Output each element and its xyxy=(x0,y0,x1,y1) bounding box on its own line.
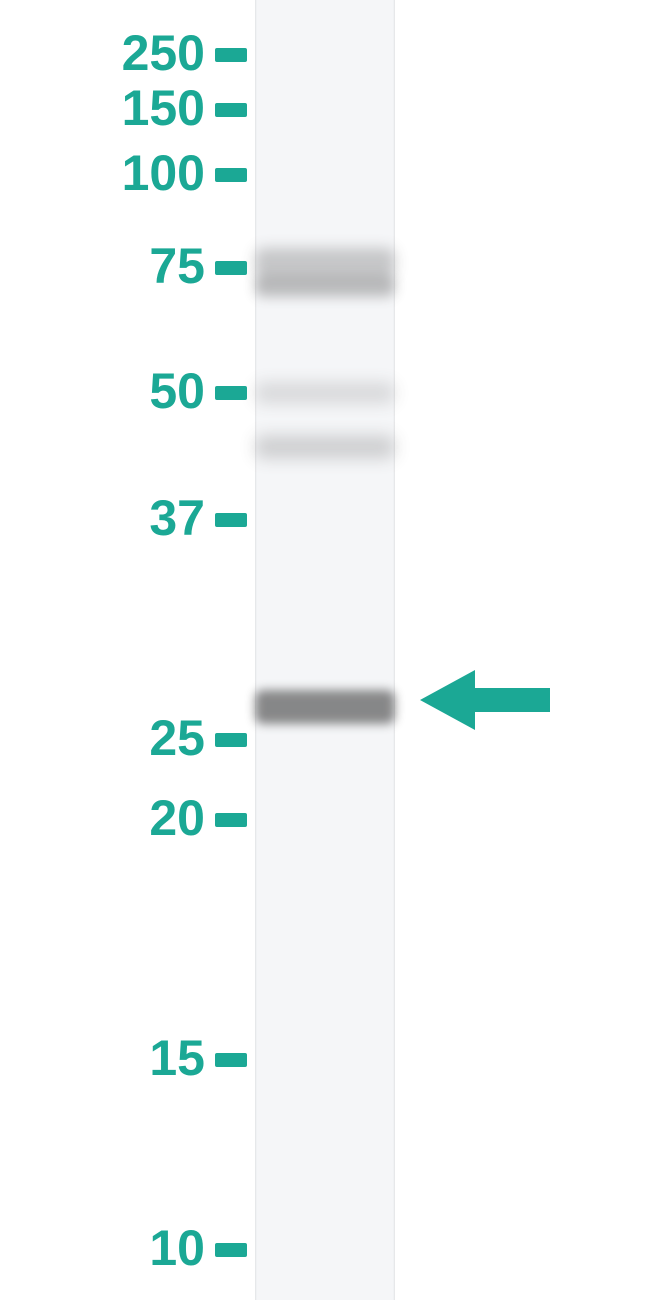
mw-marker-dash-15 xyxy=(215,1053,247,1067)
mw-marker-label-150: 150 xyxy=(122,79,205,137)
mw-marker-label-20: 20 xyxy=(149,789,205,847)
mw-marker-dash-75 xyxy=(215,261,247,275)
mw-marker-label-75: 75 xyxy=(149,237,205,295)
protein-band-0 xyxy=(255,248,395,278)
mw-marker-dash-50 xyxy=(215,386,247,400)
mw-marker-dash-250 xyxy=(215,48,247,62)
sample-lane xyxy=(255,0,395,1300)
arrow-polygon xyxy=(420,670,550,730)
mw-marker-dash-150 xyxy=(215,103,247,117)
target-band-arrow-icon xyxy=(420,668,550,732)
protein-band-4 xyxy=(255,690,395,724)
mw-marker-dash-10 xyxy=(215,1243,247,1257)
mw-marker-label-50: 50 xyxy=(149,362,205,420)
mw-marker-dash-100 xyxy=(215,168,247,182)
mw-marker-label-100: 100 xyxy=(122,144,205,202)
mw-marker-label-10: 10 xyxy=(149,1219,205,1277)
protein-band-1 xyxy=(255,275,395,297)
mw-marker-label-15: 15 xyxy=(149,1029,205,1087)
mw-marker-label-25: 25 xyxy=(149,709,205,767)
western-blot-figure: 250150 100 75 50 37 25 20 15 10 xyxy=(0,0,650,1300)
mw-marker-label-37: 37 xyxy=(149,489,205,547)
mw-marker-label-250: 250 xyxy=(122,24,205,82)
protein-band-2 xyxy=(255,382,395,404)
mw-marker-dash-25 xyxy=(215,733,247,747)
mw-marker-dash-37 xyxy=(215,513,247,527)
protein-band-3 xyxy=(255,435,395,459)
mw-marker-dash-20 xyxy=(215,813,247,827)
